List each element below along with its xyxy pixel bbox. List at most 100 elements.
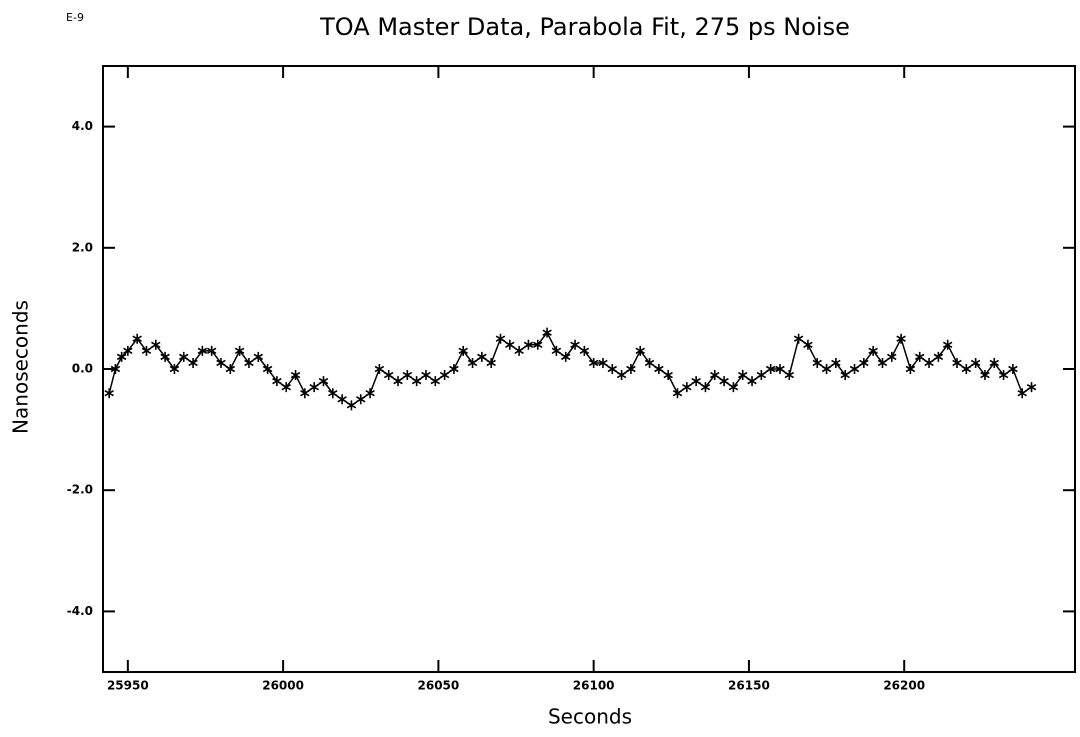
data-point — [831, 357, 841, 368]
data-point — [449, 364, 459, 374]
data-point — [309, 382, 319, 393]
data-point — [821, 364, 832, 374]
data-point — [626, 364, 636, 374]
data-point — [486, 357, 496, 368]
data-point — [607, 364, 618, 374]
data-point — [905, 364, 916, 374]
y-tick-label: -2.0 — [67, 483, 93, 497]
data-point — [737, 370, 748, 381]
y-tick-label: 2.0 — [72, 240, 93, 254]
x-axis-label: Seconds — [548, 705, 632, 729]
x-tick-label: 26150 — [728, 679, 770, 693]
data-point — [877, 357, 888, 368]
data-point — [942, 339, 953, 350]
data-point — [160, 351, 170, 362]
data-point — [104, 388, 114, 399]
data-point — [924, 357, 934, 368]
data-point — [560, 351, 571, 362]
chart-title: TOA Master Data, Parabola Fit, 275 ps No… — [319, 13, 850, 41]
data-point — [132, 333, 142, 344]
data-point — [169, 364, 180, 374]
data-point — [691, 376, 701, 387]
data-point — [747, 376, 757, 387]
data-point — [234, 345, 245, 356]
x-tick-label: 25950 — [107, 679, 149, 693]
data-point — [980, 370, 990, 381]
data-point — [206, 345, 217, 356]
x-tick-label: 26100 — [573, 679, 615, 693]
data-point — [579, 345, 590, 356]
data-point — [116, 351, 127, 362]
data-point — [859, 357, 869, 368]
plot-frame — [102, 65, 1076, 673]
data-point — [710, 370, 720, 381]
x-tick-label: 26200 — [883, 679, 925, 693]
data-point — [495, 333, 506, 344]
data-point — [868, 345, 878, 356]
data-point — [793, 333, 804, 344]
data-point — [998, 370, 1009, 381]
data-point — [803, 339, 813, 350]
data-point — [784, 370, 795, 381]
data-point — [887, 351, 897, 362]
data-point — [244, 357, 254, 368]
data-point — [933, 351, 944, 362]
data-point — [849, 364, 860, 374]
data-point — [467, 357, 478, 368]
data-point — [961, 364, 972, 374]
data-point — [654, 364, 664, 374]
data-point — [300, 388, 310, 399]
data-point — [896, 333, 906, 344]
data-point — [421, 370, 431, 381]
data-point — [402, 370, 413, 381]
data-point — [663, 370, 673, 381]
data-point — [393, 376, 403, 387]
data-point — [672, 388, 683, 399]
y-axis-label: Nanoseconds — [9, 300, 33, 434]
x-tick-label: 26000 — [262, 679, 304, 693]
data-point — [197, 345, 208, 356]
data-point — [970, 357, 981, 368]
data-point — [262, 364, 273, 374]
data-point — [225, 364, 236, 374]
data-point — [616, 370, 627, 381]
data-point — [151, 339, 161, 350]
data-point — [635, 345, 645, 356]
x-tick-label: 26050 — [418, 679, 460, 693]
data-point — [179, 351, 189, 362]
data-point — [700, 382, 711, 393]
data-point — [812, 357, 822, 368]
data-point — [914, 351, 925, 362]
data-point — [756, 370, 767, 381]
data-point — [281, 382, 291, 393]
data-point — [272, 376, 282, 387]
y-tick-label: 4.0 — [72, 119, 93, 133]
data-point — [1008, 364, 1018, 374]
data-point — [765, 364, 776, 374]
data-point — [290, 370, 301, 381]
data-point — [346, 400, 357, 411]
data-point — [514, 345, 524, 356]
data-point — [728, 382, 739, 393]
data-point — [551, 345, 562, 356]
data-point — [1017, 388, 1027, 399]
data-point — [570, 339, 580, 350]
data-point — [458, 345, 468, 356]
data-point — [411, 376, 422, 387]
data-point — [477, 351, 487, 362]
data-point — [383, 370, 394, 381]
data-point — [188, 357, 198, 368]
data-point — [439, 370, 450, 381]
data-point — [365, 388, 375, 399]
axis-exponent: E-9 — [66, 11, 84, 24]
data-point — [952, 357, 962, 368]
data-point — [775, 364, 785, 374]
data-point — [328, 388, 338, 399]
data-point — [523, 339, 534, 350]
data-point — [374, 364, 385, 374]
data-point — [989, 357, 999, 368]
data-point — [337, 394, 347, 405]
data-line — [108, 331, 1032, 407]
y-tick-label: 0.0 — [72, 362, 93, 376]
